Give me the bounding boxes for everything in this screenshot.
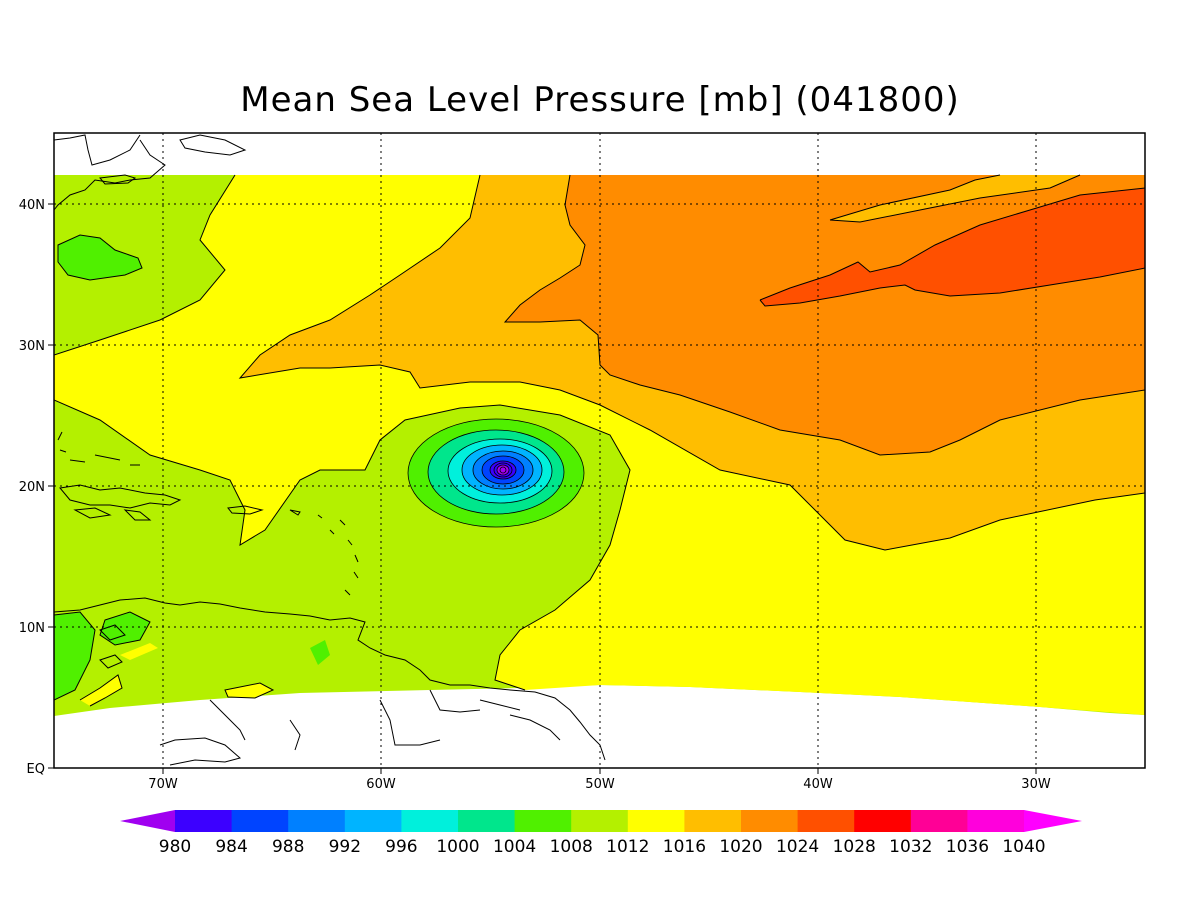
lon-label-50w: 50W [585, 777, 615, 792]
colorbar-arrow-high [1024, 810, 1082, 832]
band-1012-1016-sw3 [120, 643, 158, 660]
band-1004-1008-sw2 [100, 612, 150, 645]
band-1008-1012-north [54, 175, 235, 355]
colorbar-swatch [854, 810, 912, 832]
colorbar-label: 1020 [719, 837, 762, 857]
colorbar-label: 1024 [776, 837, 819, 857]
colorbar-swatch [514, 810, 572, 832]
lat-label-20n: 20N [19, 480, 45, 495]
map-title: Mean Sea Level Pressure [mb] (041800) [240, 80, 960, 120]
band-1012-1016-sa [225, 683, 273, 698]
colorbar-swatch [401, 810, 459, 832]
lat-label-30n: 30N [19, 339, 45, 354]
colorbar-label: 980 [159, 837, 191, 857]
band-1012-1016-sw [80, 675, 122, 706]
colorbar-label: 984 [215, 837, 247, 857]
colorbar-label: 1016 [663, 837, 706, 857]
lat-label-40n: 40N [19, 198, 45, 213]
colorbar-label: 1040 [1002, 837, 1045, 857]
colorbar-swatch [627, 810, 685, 832]
colorbar-swatch [741, 810, 799, 832]
colorbar-label: 1028 [833, 837, 876, 857]
band-1016-1020-tongue [830, 175, 1080, 222]
colorbar: 980 984 988 992 996 1000 1004 1008 1012 1016 1020 1… [120, 810, 1082, 857]
tick-marks [48, 203, 1037, 774]
colorbar-label: 1000 [436, 837, 479, 857]
cyclone-isobars [407, 418, 585, 528]
colorbar-label: 992 [329, 837, 361, 857]
lat-label-10n: 10N [19, 621, 45, 636]
colorbar-swatch [684, 810, 742, 832]
colorbar-swatch [797, 810, 855, 832]
colorbar-label: 1004 [493, 837, 536, 857]
lon-label-40w: 40W [803, 777, 833, 792]
lon-label-70w: 70W [148, 777, 178, 792]
band-1024-1028 [760, 188, 1145, 306]
band-1004-1008-nw [58, 235, 142, 280]
colorbar-label: 1012 [606, 837, 649, 857]
lon-label-60w: 60W [366, 777, 396, 792]
lon-label-30w: 30W [1021, 777, 1051, 792]
colorbar-swatch [967, 810, 1025, 832]
coastlines [54, 134, 606, 766]
colorbar-swatch [910, 810, 968, 832]
colorbar-label: 1032 [889, 837, 932, 857]
colorbar-swatch [571, 810, 629, 832]
colorbar-label: 1008 [550, 837, 593, 857]
band-1004-1008-island [310, 640, 330, 665]
isobar-lines [54, 174, 1145, 707]
colorbar-label: 988 [272, 837, 304, 857]
cyclone-core [497, 465, 509, 475]
lat-label-eq: EQ [27, 762, 45, 777]
colorbar-label: 1036 [946, 837, 989, 857]
colorbar-swatch [458, 810, 516, 832]
colorbar-swatch [344, 810, 402, 832]
colorbar-arrow-low [120, 810, 175, 832]
graticule [54, 133, 1145, 768]
colorbar-swatch [175, 810, 233, 832]
colorbar-label: 996 [385, 837, 417, 857]
colorbar-swatch [231, 810, 289, 832]
band-1004-1008-sw [54, 612, 95, 700]
colorbar-swatch [288, 810, 346, 832]
